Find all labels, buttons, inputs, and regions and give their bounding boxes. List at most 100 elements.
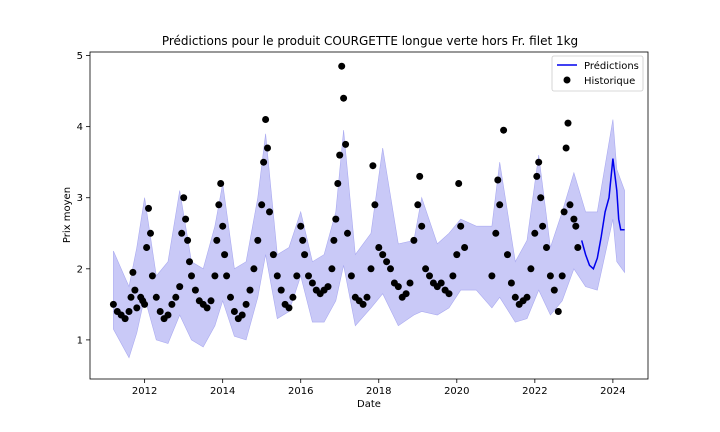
history-point <box>332 215 340 223</box>
history-point <box>152 293 160 301</box>
history-point <box>127 293 135 301</box>
history-point <box>371 201 379 209</box>
history-point <box>342 140 350 148</box>
history-point <box>299 236 307 244</box>
history-point <box>121 315 129 323</box>
x-tick-label: 2020 <box>444 386 469 397</box>
y-tick-label: 5 <box>77 51 83 62</box>
history-point <box>539 222 547 230</box>
history-point <box>527 265 535 273</box>
history-point <box>301 251 309 259</box>
history-point <box>546 272 554 280</box>
history-point <box>131 286 139 294</box>
x-axis-ticks: 2012 2014 2016 2018 2020 2022 2024 <box>132 379 626 397</box>
history-point <box>336 151 344 159</box>
history-point <box>221 251 229 259</box>
history-point <box>217 180 225 187</box>
history-point <box>461 244 469 251</box>
history-point <box>293 272 301 280</box>
history-point <box>147 229 154 237</box>
history-point <box>445 290 453 298</box>
history-point <box>334 180 342 187</box>
history-point <box>254 236 262 244</box>
history-point <box>535 158 543 166</box>
history-point <box>457 222 465 230</box>
history-point <box>455 180 463 187</box>
history-point <box>264 144 271 152</box>
history-point <box>211 272 219 280</box>
history-point <box>273 272 281 280</box>
y-tick-label: 1 <box>77 335 83 346</box>
legend: Prédictions Historique <box>551 55 644 92</box>
history-point <box>305 272 312 280</box>
history-point <box>492 229 500 237</box>
history-point <box>145 204 152 212</box>
legend-label-predictions: Prédictions <box>584 60 639 72</box>
history-point <box>347 272 355 280</box>
history-point <box>242 300 250 308</box>
x-tick-label: 2014 <box>210 386 235 397</box>
history-point <box>258 201 266 209</box>
history-point <box>418 222 426 230</box>
history-point <box>219 222 227 230</box>
history-point <box>570 215 578 223</box>
history-point <box>308 279 316 287</box>
prediction-interval-layer <box>113 119 625 359</box>
history-point <box>148 272 156 280</box>
history-point <box>133 304 141 312</box>
history-point <box>227 293 234 301</box>
history-point <box>289 293 297 301</box>
history-point <box>564 119 572 127</box>
history-point <box>507 279 515 287</box>
history-point <box>141 300 149 308</box>
history-point <box>340 94 348 102</box>
history-point <box>180 194 188 202</box>
history-point <box>533 172 541 180</box>
history-point <box>262 116 270 123</box>
history-point <box>176 283 184 291</box>
history-point <box>164 311 172 319</box>
y-axis-label: Prix moyen <box>62 187 73 243</box>
history-point <box>178 229 186 237</box>
history-point <box>188 272 195 280</box>
history-point <box>394 283 402 291</box>
x-tick-label: 2018 <box>366 386 391 397</box>
history-point <box>488 272 496 280</box>
history-point <box>266 208 273 216</box>
history-point <box>387 265 394 273</box>
x-axis-label: Date <box>357 399 381 410</box>
history-point <box>338 62 346 70</box>
history-point <box>500 126 508 134</box>
history-point <box>379 251 387 259</box>
history-point <box>554 308 562 315</box>
prediction-line-layer <box>580 158 625 271</box>
history-point <box>437 279 445 287</box>
history-point <box>230 308 238 315</box>
history-point <box>537 194 545 202</box>
history-point <box>143 244 151 251</box>
history-point <box>297 222 305 230</box>
history-point <box>558 272 566 280</box>
history-point <box>566 201 574 209</box>
history-point <box>269 251 277 259</box>
history-point <box>422 265 430 273</box>
history-point <box>191 286 199 294</box>
history-point <box>574 244 582 251</box>
history-point <box>324 283 332 291</box>
history-point <box>543 244 550 251</box>
history-point <box>184 236 192 244</box>
history-point <box>402 290 410 298</box>
history-point <box>511 293 519 301</box>
history-point <box>550 286 558 294</box>
history-point <box>168 300 176 308</box>
history-point <box>414 201 422 209</box>
history-point <box>560 208 568 216</box>
prediction-interval-band <box>113 119 625 359</box>
history-point <box>426 272 433 280</box>
history-point <box>572 222 580 230</box>
history-point <box>285 304 293 312</box>
history-point <box>367 265 375 273</box>
history-point <box>203 304 211 312</box>
history-point <box>215 201 223 209</box>
